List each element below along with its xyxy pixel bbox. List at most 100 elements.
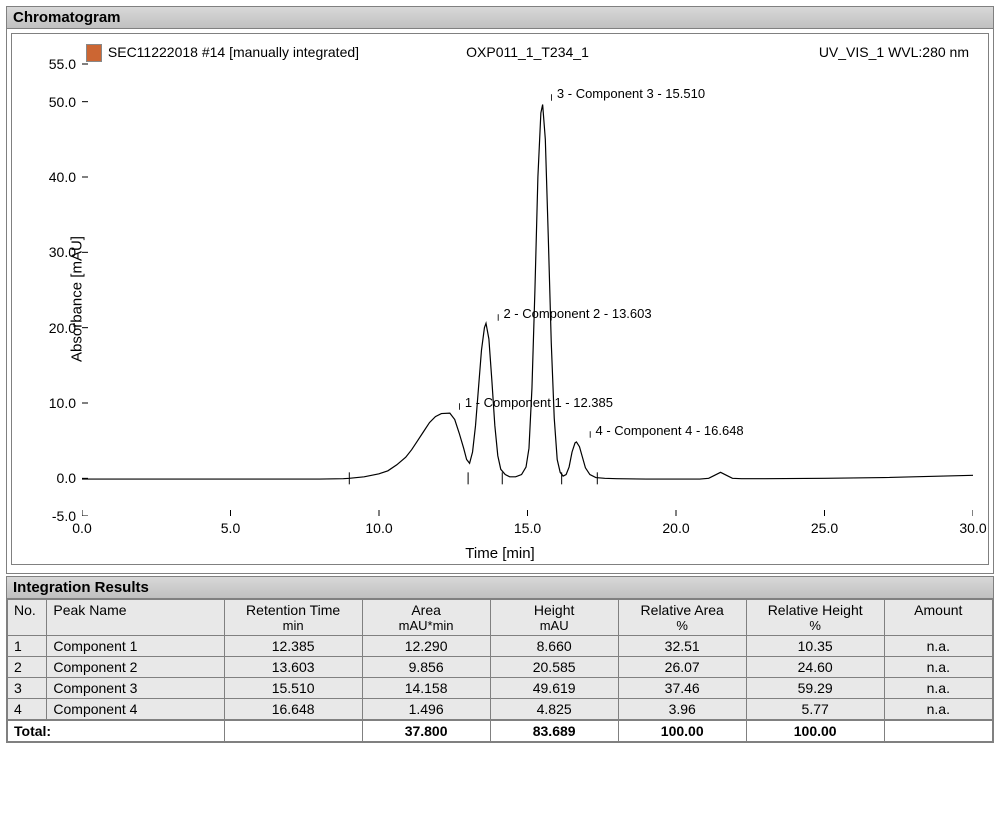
chromatogram-title: Chromatogram <box>7 7 993 29</box>
total-relheight: 100.00 <box>746 720 884 742</box>
cell-rt: 16.648 <box>224 699 362 721</box>
plot-area: SEC11222018 #14 [manually integrated] OX… <box>82 44 973 516</box>
x-tick-label: 5.0 <box>221 520 240 536</box>
cell-rt: 12.385 <box>224 636 362 657</box>
table-row: 1Component 112.38512.2908.66032.5110.35n… <box>8 636 993 657</box>
cell-rt: 15.510 <box>224 678 362 699</box>
col-subheader-text <box>891 618 986 633</box>
col-subheader-text: min <box>231 618 356 633</box>
x-axis-label: Time [min] <box>465 545 534 562</box>
cell-relarea: 32.51 <box>618 636 746 657</box>
cell-amount: n.a. <box>884 678 992 699</box>
results-table: No. Peak Name Retention TimeminAreamAU*m… <box>7 599 993 742</box>
cell-area: 14.158 <box>362 678 490 699</box>
peak-tick-icon: ╷ <box>495 309 502 321</box>
col-header-text: Peak Name <box>53 602 217 618</box>
cell-relarea: 37.46 <box>618 678 746 699</box>
cell-rt: 13.603 <box>224 657 362 678</box>
table-row: 3Component 315.51014.15849.61937.4659.29… <box>8 678 993 699</box>
cell-height: 8.660 <box>490 636 618 657</box>
x-tick-label: 20.0 <box>662 520 689 536</box>
peak-tick-icon: ╷ <box>548 89 555 101</box>
cell-no: 3 <box>8 678 47 699</box>
col-header-text: Height <box>497 602 612 618</box>
y-tick-label: 50.0 <box>49 94 76 110</box>
total-rt <box>224 720 362 742</box>
col-subheader-text <box>53 618 217 633</box>
integration-title: Integration Results <box>7 577 993 599</box>
col-header-relarea: Relative Area% <box>618 600 746 636</box>
x-tick-label: 0.0 <box>72 520 91 536</box>
col-header-relheight: Relative Height% <box>746 600 884 636</box>
cell-name: Component 4 <box>47 699 224 721</box>
cell-relarea: 3.96 <box>618 699 746 721</box>
cell-height: 49.619 <box>490 678 618 699</box>
col-header-height: HeightmAU <box>490 600 618 636</box>
peak-tick-icon: ╷ <box>456 398 463 410</box>
peak-tick-icon: ╷ <box>587 426 594 438</box>
x-tick-label: 15.0 <box>514 520 541 536</box>
cell-height: 4.825 <box>490 699 618 721</box>
peak-label: ╷1 - Component 1 - 12.385 <box>456 395 613 410</box>
chromatogram-panel: Chromatogram SEC11222018 #14 [manually i… <box>6 6 994 574</box>
table-row: 2Component 213.6039.85620.58526.0724.60n… <box>8 657 993 678</box>
chart-svg <box>82 44 973 516</box>
cell-name: Component 2 <box>47 657 224 678</box>
col-subheader-text: mAU*min <box>369 618 484 633</box>
col-header-text: Relative Height <box>753 602 878 618</box>
cell-area: 9.856 <box>362 657 490 678</box>
peak-label-text: 3 - Component 3 - 15.510 <box>557 86 705 101</box>
col-header-text: No. <box>14 602 40 618</box>
col-header-text: Amount <box>891 602 986 618</box>
y-tick-label: 55.0 <box>49 56 76 72</box>
y-tick-label: 10.0 <box>49 395 76 411</box>
chart-container: SEC11222018 #14 [manually integrated] OX… <box>7 33 993 573</box>
col-header-area: AreamAU*min <box>362 600 490 636</box>
cell-relheight: 24.60 <box>746 657 884 678</box>
chromatogram-trace <box>82 105 973 480</box>
col-header-text: Retention Time <box>231 602 356 618</box>
cell-area: 12.290 <box>362 636 490 657</box>
peak-label-text: 1 - Component 1 - 12.385 <box>465 395 613 410</box>
col-header-rt: Retention Timemin <box>224 600 362 636</box>
total-label: Total: <box>8 720 225 742</box>
peak-label: ╷3 - Component 3 - 15.510 <box>548 86 705 101</box>
cell-height: 20.585 <box>490 657 618 678</box>
total-height: 83.689 <box>490 720 618 742</box>
x-tick-label: 30.0 <box>959 520 986 536</box>
cell-no: 4 <box>8 699 47 721</box>
table-total-row: Total:37.80083.689100.00100.00 <box>8 720 993 742</box>
total-amount <box>884 720 992 742</box>
integration-panel: Integration Results No. Peak Name Retent… <box>6 576 994 743</box>
y-axis-label: Absorbance [mAU] <box>68 236 85 362</box>
y-tick-label: 0.0 <box>57 470 76 486</box>
cell-no: 1 <box>8 636 47 657</box>
cell-relheight: 59.29 <box>746 678 884 699</box>
peak-label-text: 4 - Component 4 - 16.648 <box>596 423 744 438</box>
cell-name: Component 3 <box>47 678 224 699</box>
col-header-text: Area <box>369 602 484 618</box>
cell-amount: n.a. <box>884 657 992 678</box>
col-subheader-text: mAU <box>497 618 612 633</box>
col-header-no: No. <box>8 600 47 636</box>
y-tick-label: 40.0 <box>49 169 76 185</box>
cell-amount: n.a. <box>884 636 992 657</box>
col-subheader-text: % <box>625 618 740 633</box>
table-row: 4Component 416.6481.4964.8253.965.77n.a. <box>8 699 993 721</box>
col-header-name: Peak Name <box>47 600 224 636</box>
peak-label: ╷4 - Component 4 - 16.648 <box>587 423 744 438</box>
cell-no: 2 <box>8 657 47 678</box>
cell-area: 1.496 <box>362 699 490 721</box>
col-subheader-text: % <box>753 618 878 633</box>
x-tick-label: 10.0 <box>365 520 392 536</box>
cell-name: Component 1 <box>47 636 224 657</box>
col-header-text: Relative Area <box>625 602 740 618</box>
total-relarea: 100.00 <box>618 720 746 742</box>
cell-relheight: 10.35 <box>746 636 884 657</box>
total-area: 37.800 <box>362 720 490 742</box>
col-subheader-text <box>14 618 40 633</box>
x-tick-label: 25.0 <box>811 520 838 536</box>
peak-label: ╷2 - Component 2 - 13.603 <box>495 306 652 321</box>
cell-relarea: 26.07 <box>618 657 746 678</box>
cell-relheight: 5.77 <box>746 699 884 721</box>
